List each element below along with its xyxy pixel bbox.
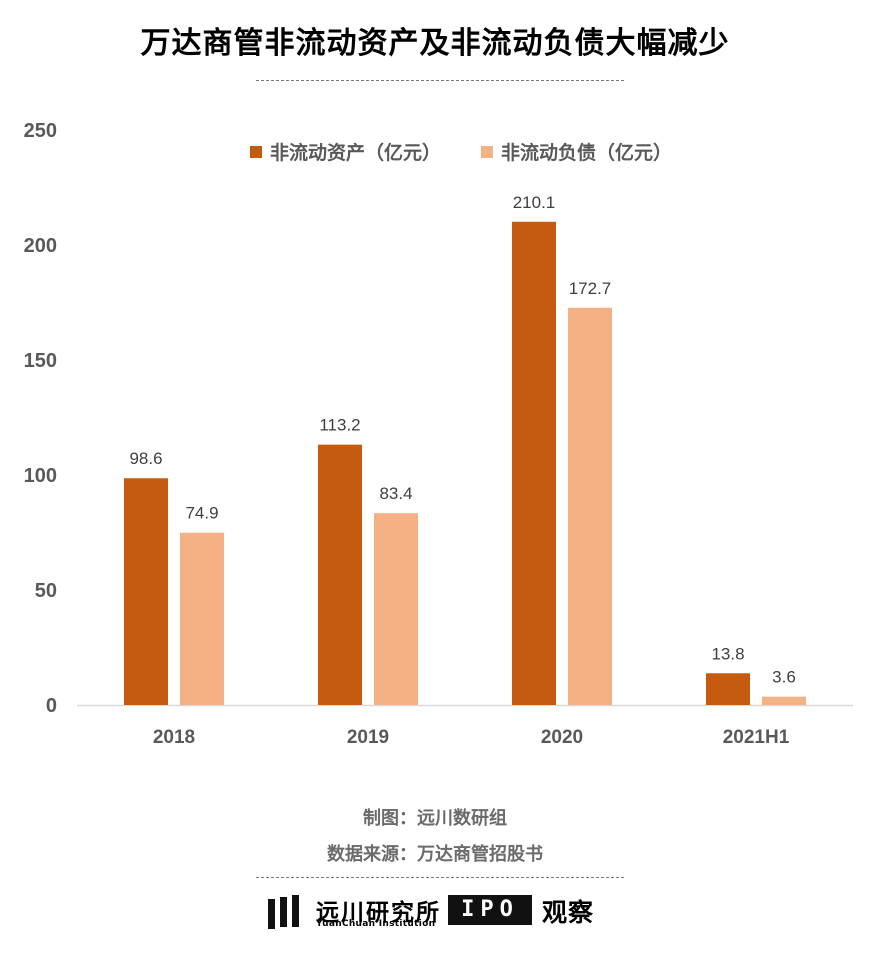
bar-2021H1-series-2 xyxy=(762,696,806,705)
bar-2020-series-2 xyxy=(568,307,612,705)
y-tick-label: 100 xyxy=(24,465,57,487)
credit-source: 数据来源：万达商管招股书 xyxy=(327,844,543,865)
bar-2021H1-series-1 xyxy=(706,673,750,705)
bar-chart: 0 50 100 150 200 250 98.6 74.9 2018 113.2 83.4 2019… xyxy=(24,120,853,748)
data-label: 83.4 xyxy=(379,484,412,503)
bar-2020-series-1 xyxy=(512,221,556,705)
data-label: 98.6 xyxy=(129,449,162,468)
footer-divider xyxy=(256,877,624,878)
data-label: 13.8 xyxy=(711,644,744,663)
yuanchuan-logo-subtitle: YuanChuan Institution xyxy=(316,919,436,929)
bar-2019-series-1 xyxy=(318,444,362,705)
legend-swatch-1 xyxy=(250,146,262,158)
yuanchuan-logo-icon xyxy=(268,895,299,929)
yuanchuan-logo-name: 远川研究所 xyxy=(316,900,441,926)
ipo-logo-label: 观察 xyxy=(542,898,595,927)
chart-title: 万达商管非流动资产及非流动负债大幅减少 xyxy=(140,26,730,61)
y-tick-label: 200 xyxy=(24,235,57,257)
y-tick-label: 0 xyxy=(46,695,57,717)
data-label: 172.7 xyxy=(569,279,612,298)
credit-made-by: 制图：远川数研组 xyxy=(363,808,507,829)
x-category-label: 2018 xyxy=(153,727,195,748)
data-label: 3.6 xyxy=(772,668,796,687)
bar-2018-series-2 xyxy=(180,532,224,705)
title-divider xyxy=(256,80,624,81)
y-tick-label: 50 xyxy=(35,580,57,602)
legend-swatch-2 xyxy=(481,146,493,158)
legend-label-1: 非流动资产（亿元） xyxy=(270,141,441,164)
data-label: 74.9 xyxy=(185,504,218,523)
x-category-label: 2021H1 xyxy=(723,727,790,748)
data-label: 113.2 xyxy=(319,416,360,435)
x-category-label: 2019 xyxy=(347,727,389,748)
data-label: 210.1 xyxy=(513,193,556,212)
bar-2019-series-2 xyxy=(374,513,418,705)
bar-2018-series-1 xyxy=(124,478,168,705)
x-category-label: 2020 xyxy=(541,727,583,748)
y-tick-label: 250 xyxy=(24,120,57,142)
legend-label-2: 非流动负债（亿元） xyxy=(501,141,672,164)
ipo-logo-mark: IPO xyxy=(448,895,532,925)
y-tick-label: 150 xyxy=(24,350,57,372)
